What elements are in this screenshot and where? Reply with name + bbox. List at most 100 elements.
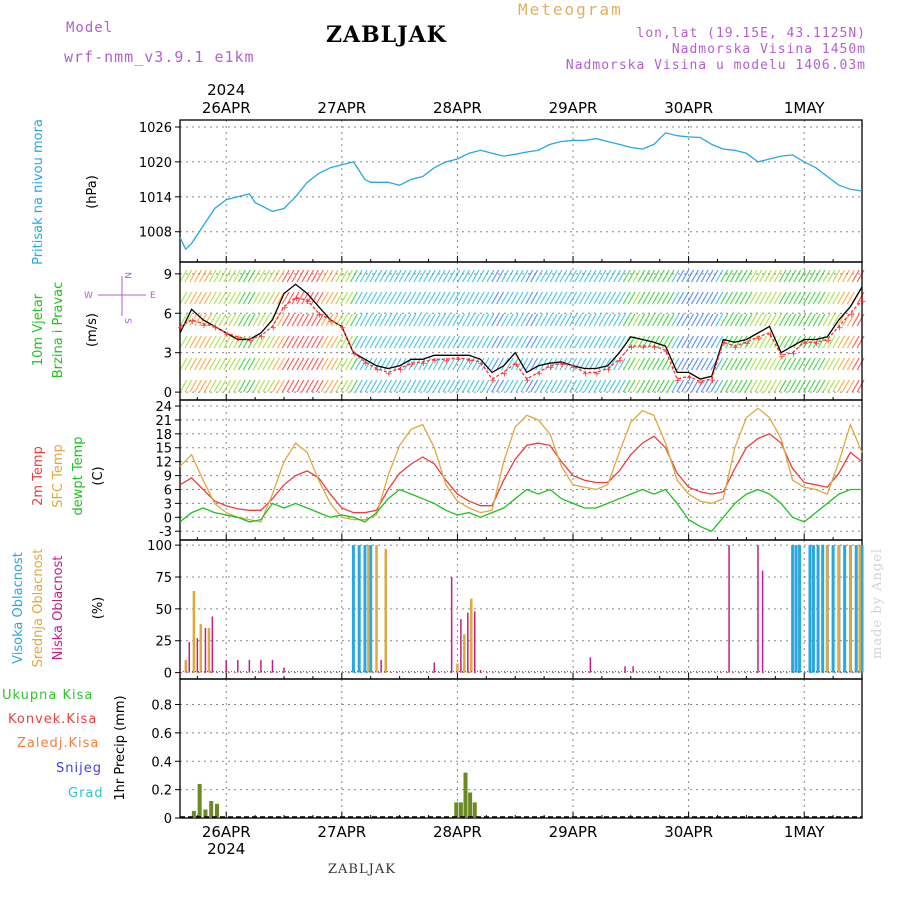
bar-srednja-oblacnost <box>184 659 188 673</box>
wind-barb <box>832 379 841 393</box>
temp-unit-label: (C) <box>91 466 106 485</box>
y-tick-label: 0 <box>164 667 172 682</box>
gust-marker: + <box>385 369 393 379</box>
wind-barb <box>549 335 558 349</box>
wind-barb <box>228 379 237 393</box>
bar-ukupna-kisa <box>468 792 473 818</box>
wind-barb <box>822 313 831 327</box>
wind-barb <box>725 379 733 393</box>
wind-barb <box>262 357 271 371</box>
wind-barb <box>276 313 285 327</box>
wind-barb <box>330 379 339 393</box>
wind-barb <box>427 313 436 327</box>
wind-barb <box>203 269 212 283</box>
wind-barb <box>457 269 466 283</box>
gust-marker: + <box>859 297 867 307</box>
wind-barb <box>237 357 246 371</box>
wind-barb <box>749 269 758 283</box>
top-day-label: 1MAY <box>784 99 826 117</box>
wind-barb <box>647 313 656 327</box>
compass-e: E <box>150 291 156 301</box>
wind-barb <box>452 335 461 349</box>
coords-label: lon,lat (19.15E, 43.1125N) <box>636 26 866 41</box>
wind-barb <box>276 335 285 349</box>
wind-barb <box>364 269 373 283</box>
wind-barb <box>457 335 466 349</box>
wind-barb <box>705 379 714 393</box>
wind-barb <box>286 269 295 283</box>
wind-barb <box>739 357 748 371</box>
wind-barb <box>700 313 709 327</box>
wind-barb <box>335 335 344 349</box>
wind-barb <box>486 335 495 349</box>
bar-niska-oblacnost <box>196 638 199 673</box>
wind-barb <box>296 335 305 349</box>
wind-barb <box>530 291 539 305</box>
y-tick-label: 0.2 <box>151 784 172 799</box>
wind-barb <box>301 335 310 349</box>
wind-barb <box>637 357 646 371</box>
bar-visoka-oblacnost <box>811 545 815 673</box>
wind-barb <box>793 291 802 305</box>
y-tick-label: 100 <box>147 539 172 554</box>
gust-marker: + <box>535 369 543 379</box>
wind-barb <box>330 313 339 327</box>
wind-barb <box>476 379 485 393</box>
wind-barb <box>530 335 539 349</box>
wind-barb <box>471 291 480 305</box>
wind-barb <box>768 379 777 393</box>
wind-barb <box>335 269 344 283</box>
series-line-udar <box>179 296 863 383</box>
bar-visoka-oblacnost <box>831 545 835 673</box>
wind-barb <box>257 379 266 393</box>
wind-barb <box>798 335 807 349</box>
wind-barb <box>749 335 758 349</box>
wind-barb <box>578 335 587 349</box>
bar-srednja-oblacnost <box>858 545 861 673</box>
wind-barb <box>539 291 548 305</box>
wind-barb <box>705 357 714 371</box>
wind-barb <box>423 335 431 349</box>
wind-barb <box>569 379 578 393</box>
wind-barb <box>734 269 743 283</box>
wind-barb <box>296 357 305 371</box>
wind-barb <box>237 379 246 393</box>
wind-barb <box>345 379 354 393</box>
wind-barb <box>807 313 816 327</box>
wind-barb <box>734 379 743 393</box>
wind-barb <box>452 269 461 283</box>
wind-barb <box>505 379 514 393</box>
wind-barb <box>272 269 280 283</box>
bar-niska-oblacnost <box>211 616 214 673</box>
bar-srednja-oblacnost <box>849 545 852 673</box>
wind-barb <box>369 313 378 327</box>
y-tick-label: 24 <box>155 400 172 415</box>
wind-barb <box>257 313 266 327</box>
panel-pressure: 1008 1014 1020 1026 <box>139 119 863 263</box>
wind-barb <box>457 313 466 327</box>
panel-frame <box>179 261 863 401</box>
wind-barb <box>661 291 670 305</box>
wind-barb <box>247 357 256 371</box>
wind-barb <box>315 357 324 371</box>
wind-barb <box>257 269 266 283</box>
wind-barb <box>408 357 417 371</box>
wind-barb <box>739 335 748 349</box>
wind-barb <box>627 357 636 371</box>
wind-barb <box>281 379 290 393</box>
wind-barb <box>671 379 680 393</box>
bar-visoka-oblacnost <box>854 545 858 673</box>
wind-barb <box>749 357 758 371</box>
wind-barb <box>759 357 768 371</box>
wind-barb <box>462 291 470 305</box>
wind-barb <box>247 313 256 327</box>
wind-barb <box>432 357 441 371</box>
wind-barb <box>311 291 319 305</box>
wind-barb <box>700 291 709 305</box>
y-tick-label: 1008 <box>139 226 172 241</box>
wind-barb <box>393 269 402 283</box>
wind-barb <box>340 357 349 371</box>
wind-barb <box>608 379 617 393</box>
y-tick-label: 0.4 <box>151 755 172 770</box>
wind-barb <box>306 313 315 327</box>
